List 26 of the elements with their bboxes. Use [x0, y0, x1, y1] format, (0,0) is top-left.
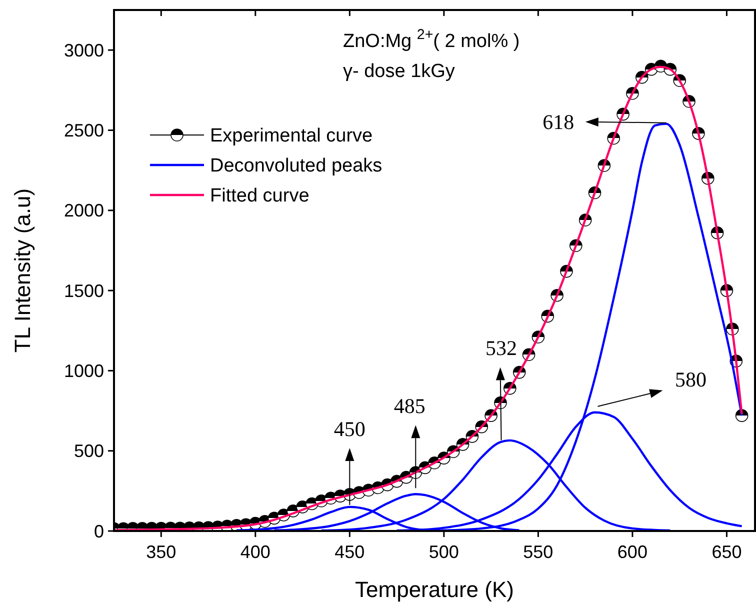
- annotation: 485: [394, 394, 426, 418]
- annotation: γ- dose 1kGy: [343, 61, 456, 82]
- y-tick-label: 1500: [64, 280, 104, 301]
- x-tick-label: 550: [523, 542, 554, 562]
- x-tick-label: 350: [146, 542, 176, 562]
- y-axis-title: TL Intensity (a.u): [10, 188, 35, 353]
- annotation: 618: [542, 110, 574, 134]
- annotation: 450: [334, 416, 366, 441]
- x-tick-label: 600: [617, 542, 648, 562]
- x-axis-title: Temperature (K): [355, 577, 514, 602]
- annotation: ZnO:Mg $^{2+}$( 2 mol% ): [343, 27, 520, 52]
- legend-label: Deconvoluted peaks: [210, 156, 382, 177]
- x-tick-label: 650: [712, 542, 742, 562]
- y-tick-label: 3000: [64, 40, 104, 60]
- annotation: 580: [675, 367, 706, 392]
- x-tick-label: 400: [240, 542, 270, 562]
- y-tick-label: 500: [74, 441, 104, 462]
- x-tick-label: 450: [334, 542, 365, 562]
- x-tick-label: 500: [428, 542, 459, 562]
- annotation: 532: [486, 336, 518, 360]
- y-tick-label: 0: [94, 521, 104, 542]
- y-tick-label: 1000: [64, 360, 104, 381]
- y-tick-label: 2000: [64, 200, 104, 221]
- legend-label: Experimental curve: [210, 126, 373, 147]
- legend-label: Fitted curve: [210, 186, 310, 207]
- y-tick-label: 2500: [64, 120, 104, 141]
